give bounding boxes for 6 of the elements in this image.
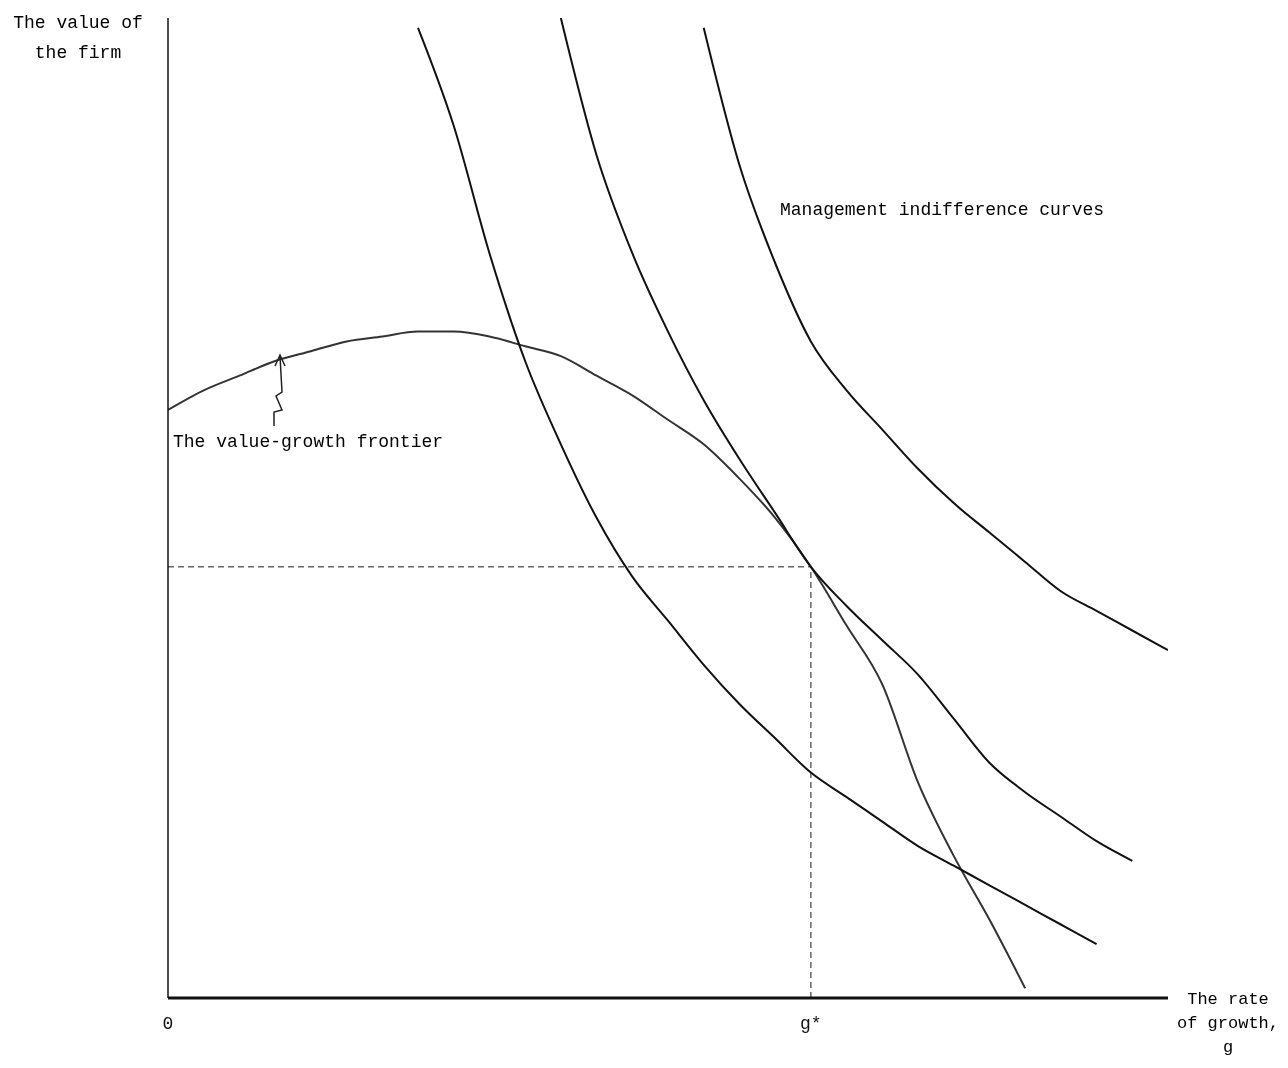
annotation: The value-growth frontier [173,432,444,452]
x-axis-title: The rate of growth, g [1176,989,1280,1059]
x-tick-label: 0 [162,1013,174,1034]
annotation: Management indifference curves [780,200,1105,220]
y-axis-title: The value of the firm [8,8,148,68]
x-tick-label: g* [800,1013,822,1034]
